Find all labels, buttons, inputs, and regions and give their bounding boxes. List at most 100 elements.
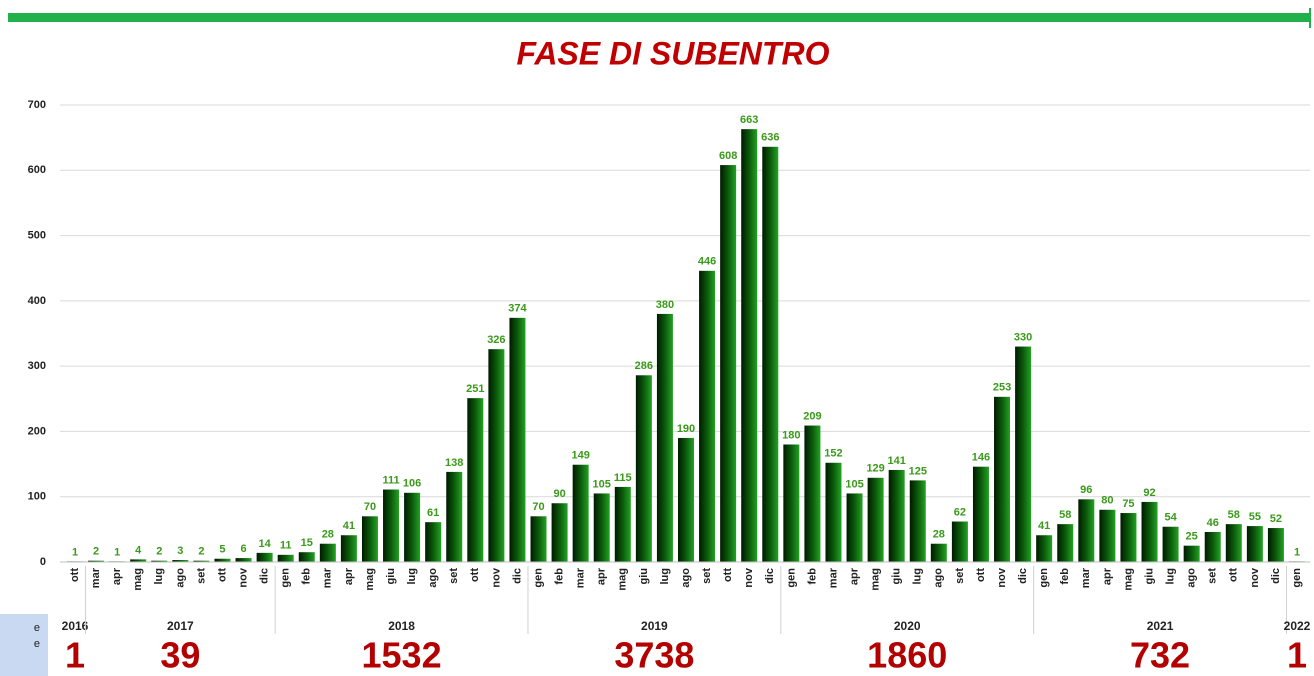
y-tick-label: 300 [28, 360, 46, 372]
side-box [0, 614, 48, 676]
bar [172, 560, 189, 562]
x-tick-label: gen [1038, 568, 1050, 588]
year-label: 2021 [1147, 619, 1174, 633]
bar [656, 313, 673, 562]
bar [572, 464, 589, 562]
x-tick-label: gen [785, 568, 797, 588]
bar [825, 462, 842, 562]
x-tick-label: apr [848, 567, 860, 585]
x-tick-label: feb [1059, 568, 1071, 585]
y-tick-label: 600 [28, 164, 46, 176]
bar [804, 425, 821, 562]
bar [783, 444, 800, 562]
value-label: 106 [403, 478, 421, 490]
value-label: 251 [466, 383, 484, 395]
bar [383, 489, 400, 562]
value-label: 52 [1270, 513, 1282, 525]
year-total: 732 [1130, 635, 1190, 676]
x-tick-label: nov [743, 567, 755, 587]
x-tick-label: mag [870, 568, 882, 591]
year-total: 1532 [362, 635, 442, 676]
value-label: 2 [156, 546, 162, 558]
year-label: 2016 [62, 619, 89, 633]
value-label: 55 [1249, 511, 1261, 523]
x-tick-label: gen [1291, 568, 1303, 588]
value-label: 70 [364, 501, 376, 513]
x-tick-label: ott [1228, 568, 1240, 582]
bar [551, 503, 568, 562]
x-tick-label: ago [933, 568, 945, 588]
y-tick-label: 100 [28, 491, 46, 503]
year-label: 2018 [388, 619, 415, 633]
bar [1225, 524, 1242, 562]
value-label: 11 [280, 540, 292, 552]
bar [678, 437, 694, 562]
bar [298, 552, 315, 562]
y-tick-label: 200 [28, 425, 46, 437]
x-tick-label: mag [617, 568, 629, 591]
x-tick-label: dic [1017, 568, 1029, 584]
bar [130, 559, 147, 562]
bar [762, 146, 779, 563]
x-tick-label: mar [1080, 567, 1092, 588]
x-tick-label: ott [975, 568, 987, 582]
value-label: 70 [532, 501, 544, 513]
value-label: 380 [656, 299, 674, 311]
value-label: 286 [635, 360, 653, 372]
x-tick-label: mar [575, 567, 587, 588]
value-label: 80 [1101, 495, 1113, 507]
x-tick-label: mar [322, 567, 334, 588]
x-tick-label: ott [216, 568, 228, 582]
bar [467, 398, 484, 562]
value-label: 1 [114, 546, 120, 558]
x-tick-label: ott [469, 568, 481, 582]
value-label: 41 [343, 520, 355, 532]
value-label: 663 [740, 114, 758, 126]
year-label: 2017 [167, 619, 194, 633]
value-label: 54 [1164, 512, 1177, 524]
bar [699, 270, 716, 562]
year-label: 2020 [894, 619, 921, 633]
value-label: 141 [888, 455, 906, 467]
value-label: 330 [1014, 331, 1032, 343]
x-tick-label: set [1207, 568, 1219, 584]
x-tick-label: dic [259, 568, 271, 584]
value-label: 25 [1186, 531, 1198, 543]
x-tick-label: lug [1164, 568, 1176, 585]
value-label: 152 [824, 448, 842, 460]
value-label: 253 [993, 382, 1011, 394]
value-label: 92 [1143, 487, 1155, 499]
bar [446, 471, 463, 562]
value-label: 62 [954, 506, 966, 518]
bar [1204, 531, 1221, 562]
x-tick-label: ago [427, 568, 439, 588]
x-tick-label: giu [1143, 568, 1155, 585]
bar [256, 552, 273, 562]
value-label: 209 [803, 410, 821, 422]
bar [1120, 513, 1137, 562]
bar [951, 521, 968, 562]
x-tick-label: set [701, 568, 713, 584]
x-tick-label: giu [638, 568, 650, 585]
y-tick-label: 0 [40, 556, 46, 568]
x-tick-label: lug [659, 568, 671, 585]
bar [741, 129, 758, 563]
x-tick-label: apr [1101, 567, 1113, 585]
value-label: 41 [1038, 520, 1050, 532]
x-tick-label: dic [1270, 568, 1282, 584]
bar [1267, 528, 1284, 562]
value-label: 326 [487, 334, 505, 346]
value-label: 28 [933, 529, 945, 541]
x-tick-label: lug [153, 568, 165, 585]
top-bar [8, 13, 1310, 22]
bar [846, 493, 863, 562]
bar [214, 558, 231, 562]
value-label: 28 [322, 529, 334, 541]
x-tick-label: dic [511, 568, 523, 584]
bar [930, 543, 947, 562]
value-label: 1 [72, 546, 78, 558]
bar [425, 522, 442, 562]
value-label: 4 [135, 544, 142, 556]
bar [151, 560, 168, 562]
